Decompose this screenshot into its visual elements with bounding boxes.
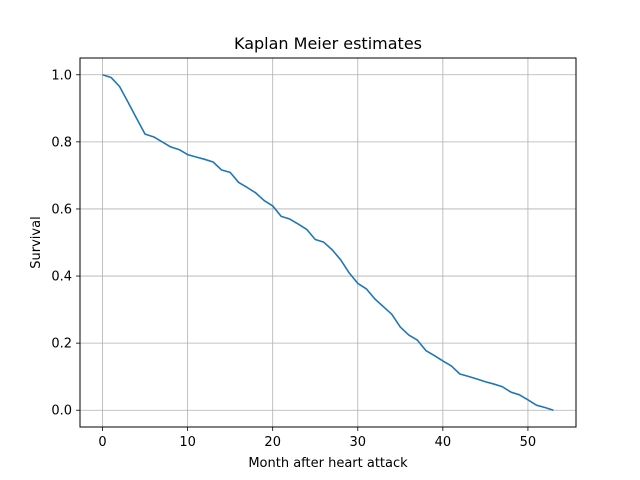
x-tick-label: 0: [98, 435, 106, 450]
x-tick-label: 10: [179, 435, 196, 450]
plot-lines: [102, 74, 554, 411]
grid: [80, 58, 576, 427]
y-tick-label: 0.0: [51, 404, 72, 419]
y-tick-label: 1.0: [51, 68, 72, 83]
chart-title: Kaplan Meier estimates: [234, 34, 422, 53]
y-tick-label: 0.2: [51, 337, 72, 352]
x-axis-label: Month after heart attack: [248, 456, 408, 471]
y-tick-label: 0.4: [51, 270, 72, 285]
y-axis-label: Survival: [29, 216, 44, 268]
x-axis: 0 10 20 30 40 50: [98, 427, 536, 450]
y-axis: 0.0 0.2 0.4 0.6 0.8 1.0: [51, 68, 80, 419]
y-tick-label: 0.8: [51, 135, 72, 150]
y-tick-label: 0.6: [51, 202, 72, 217]
x-tick-label: 20: [264, 435, 281, 450]
survival-line: [102, 74, 554, 411]
plot-frame: [79, 57, 577, 428]
x-tick-label: 30: [350, 435, 367, 450]
x-tick-label: 50: [520, 435, 537, 450]
x-tick-label: 40: [435, 435, 452, 450]
